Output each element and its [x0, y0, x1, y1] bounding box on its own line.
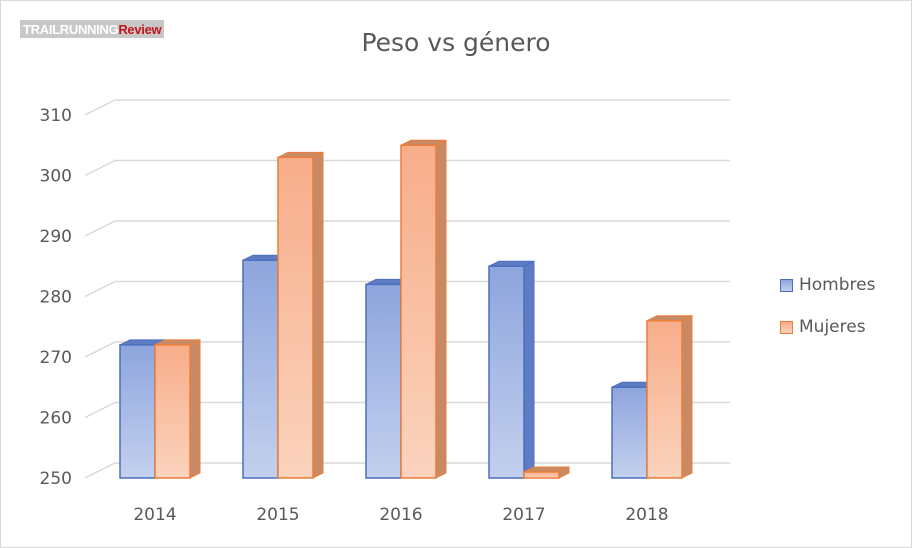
gridline-290	[84, 220, 730, 237]
x-tick-label: 2016	[379, 505, 422, 525]
legend-label-hombres: Hombres	[799, 275, 876, 295]
bar-hombres-2014	[119, 339, 166, 479]
watermark-part2: Review	[118, 21, 162, 37]
y-tick-label: 300	[40, 167, 72, 187]
bar-mujeres-2016	[400, 139, 447, 479]
legend-item-mujeres: Mujeres	[780, 314, 875, 340]
bar-mujeres-2017	[523, 466, 570, 479]
y-tick-label: 290	[40, 227, 72, 247]
bar-mujeres-2015	[277, 151, 324, 479]
x-tick-label: 2014	[133, 505, 176, 525]
y-tick-label: 250	[40, 469, 72, 489]
x-tick-label: 2015	[256, 505, 299, 525]
watermark-part1: TRAILRUNNING	[23, 21, 119, 37]
legend-swatch-mujeres	[780, 320, 793, 334]
x-tick-label: 2018	[625, 505, 668, 525]
bar-hombres-2017	[488, 260, 535, 479]
y-tick-label: 310	[40, 106, 72, 126]
legend-item-hombres: Hombres	[780, 272, 875, 298]
bar-mujeres-2014	[154, 339, 201, 479]
gridline-310	[84, 99, 730, 116]
y-tick-label: 280	[40, 288, 72, 308]
legend-swatch-hombres	[780, 278, 793, 292]
y-tick-label: 260	[40, 409, 72, 429]
watermark-logo: TRAILRUNNING Review	[20, 20, 165, 38]
y-tick-label: 270	[40, 348, 72, 368]
x-tick-label: 2017	[502, 505, 545, 525]
legend-label-mujeres: Mujeres	[799, 317, 866, 337]
gridline-300	[84, 159, 730, 177]
legend: Hombres Mujeres	[780, 272, 875, 356]
bar-mujeres-2018	[646, 314, 693, 479]
chart-title: Peso vs género	[361, 28, 551, 57]
